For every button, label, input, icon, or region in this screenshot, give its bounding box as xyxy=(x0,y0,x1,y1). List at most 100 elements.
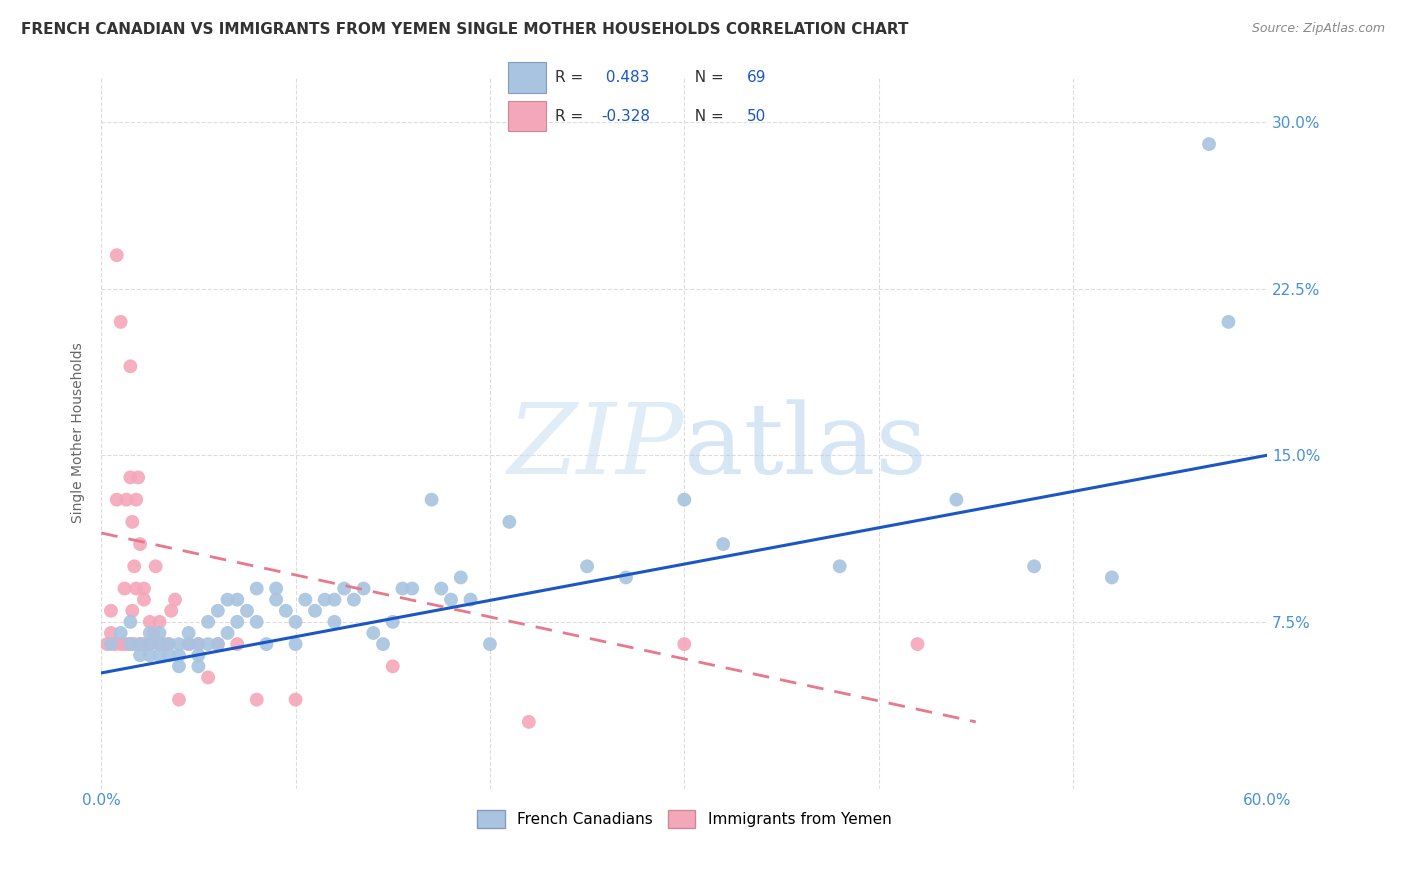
Point xyxy=(129,648,152,663)
Bar xyxy=(509,101,546,131)
Point xyxy=(478,637,501,651)
Point xyxy=(122,637,145,651)
Point xyxy=(284,615,307,629)
Point xyxy=(104,637,127,651)
Point xyxy=(125,582,148,596)
Point xyxy=(246,582,269,596)
Point xyxy=(110,626,132,640)
Point xyxy=(120,615,142,629)
Point xyxy=(148,637,170,651)
Point xyxy=(576,559,599,574)
Point xyxy=(1101,570,1123,584)
Point xyxy=(177,626,200,640)
Point xyxy=(207,604,229,618)
Point xyxy=(152,637,174,651)
Point xyxy=(110,315,132,329)
Text: 50: 50 xyxy=(747,109,766,124)
Point xyxy=(100,604,122,618)
Point xyxy=(381,659,404,673)
Point xyxy=(343,592,366,607)
Point xyxy=(167,637,190,651)
Point xyxy=(197,637,219,651)
Point xyxy=(197,670,219,684)
Text: 69: 69 xyxy=(747,70,766,85)
Point xyxy=(139,615,162,629)
Point xyxy=(129,537,152,551)
Text: atlas: atlas xyxy=(685,400,927,495)
Point xyxy=(100,626,122,640)
Point xyxy=(246,692,269,706)
Point xyxy=(207,637,229,651)
Point xyxy=(187,659,209,673)
Point xyxy=(110,637,132,651)
Point xyxy=(132,592,155,607)
Point xyxy=(420,492,443,507)
Point xyxy=(121,515,143,529)
Point xyxy=(132,582,155,596)
Point xyxy=(148,626,170,640)
Point xyxy=(1024,559,1046,574)
Point xyxy=(304,604,326,618)
Point xyxy=(323,615,346,629)
Point xyxy=(371,637,394,651)
Point xyxy=(673,637,696,651)
Point xyxy=(157,637,180,651)
Point xyxy=(160,604,183,618)
Point xyxy=(614,570,637,584)
Point xyxy=(120,637,142,651)
Point xyxy=(945,492,967,507)
Point xyxy=(226,615,249,629)
Point xyxy=(127,470,149,484)
Point xyxy=(381,615,404,629)
Point xyxy=(264,582,287,596)
Point xyxy=(353,582,375,596)
Point xyxy=(114,637,136,651)
Point xyxy=(120,637,142,651)
Point xyxy=(314,592,336,607)
Point xyxy=(391,582,413,596)
Text: ZIP: ZIP xyxy=(508,400,685,495)
Point xyxy=(401,582,423,596)
Point xyxy=(274,604,297,618)
Point xyxy=(129,637,152,651)
Point xyxy=(120,359,142,374)
Point xyxy=(226,592,249,607)
Point xyxy=(517,714,540,729)
Point xyxy=(105,492,128,507)
Text: R =: R = xyxy=(555,70,588,85)
Point xyxy=(115,492,138,507)
Point xyxy=(197,615,219,629)
Point xyxy=(125,492,148,507)
Legend: French Canadians, Immigrants from Yemen: French Canadians, Immigrants from Yemen xyxy=(471,805,897,834)
Point xyxy=(96,637,118,651)
Text: FRENCH CANADIAN VS IMMIGRANTS FROM YEMEN SINGLE MOTHER HOUSEHOLDS CORRELATION CH: FRENCH CANADIAN VS IMMIGRANTS FROM YEMEN… xyxy=(21,22,908,37)
Point xyxy=(294,592,316,607)
Point xyxy=(139,637,162,651)
Point xyxy=(460,592,482,607)
Point xyxy=(157,648,180,663)
Point xyxy=(139,637,162,651)
Point xyxy=(1198,137,1220,152)
Bar xyxy=(509,62,546,93)
Point xyxy=(226,637,249,651)
Point xyxy=(148,648,170,663)
Point xyxy=(142,626,165,640)
Point xyxy=(284,692,307,706)
Point xyxy=(120,470,142,484)
Text: N =: N = xyxy=(685,109,728,124)
Point xyxy=(131,637,153,651)
Point xyxy=(207,637,229,651)
Point xyxy=(264,592,287,607)
Text: Source: ZipAtlas.com: Source: ZipAtlas.com xyxy=(1251,22,1385,36)
Text: 0.483: 0.483 xyxy=(602,70,650,85)
Point xyxy=(156,637,179,651)
Text: R =: R = xyxy=(555,109,588,124)
Point xyxy=(117,637,139,651)
Point xyxy=(167,648,190,663)
Text: -0.328: -0.328 xyxy=(602,109,650,124)
Point xyxy=(1218,315,1240,329)
Point xyxy=(167,659,190,673)
Point xyxy=(135,637,157,651)
Point xyxy=(165,592,187,607)
Point xyxy=(907,637,929,651)
